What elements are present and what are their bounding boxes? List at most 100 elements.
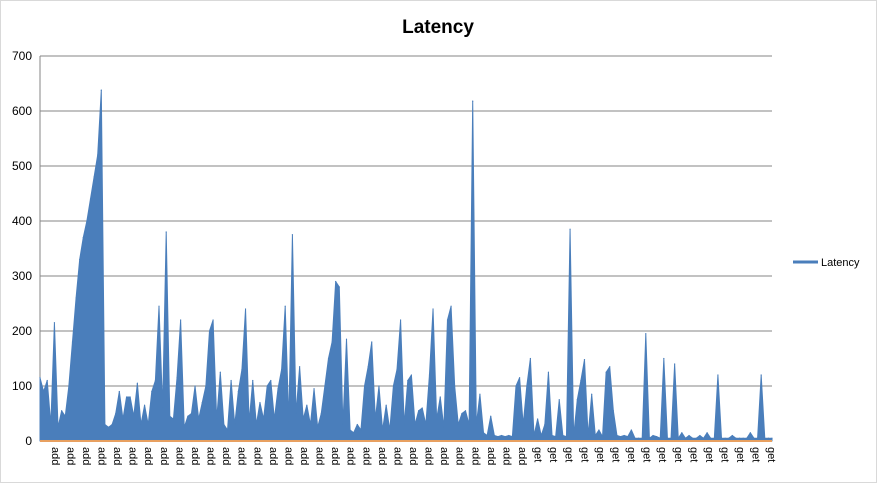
data-point: [133, 415, 135, 417]
data-point: [674, 363, 676, 365]
data-point: [720, 437, 723, 439]
data-point: [190, 412, 193, 415]
data-point: [565, 436, 568, 438]
y-tick-label: 200: [12, 324, 32, 338]
data-point: [591, 393, 593, 395]
x-tick-label: get: [547, 447, 559, 462]
y-axis-ticks: 0 100 200 300 400 500 600 700: [12, 49, 32, 448]
x-tick-label: add: [423, 447, 435, 465]
data-point: [558, 399, 560, 401]
x-tick-label: add: [516, 447, 528, 465]
data-point: [461, 412, 463, 415]
data-point: [630, 429, 632, 431]
data-point: [436, 418, 438, 420]
data-point: [353, 432, 355, 434]
data-point: [180, 319, 182, 321]
data-point: [385, 404, 387, 406]
data-point: [302, 418, 304, 420]
data-point: [378, 385, 380, 387]
x-tick-label: get: [563, 447, 575, 462]
x-tick-label: get: [765, 447, 777, 462]
chart-title: Latency: [402, 17, 474, 38]
x-tick-label: add: [345, 447, 357, 465]
data-point: [472, 100, 474, 102]
data-point: [724, 437, 726, 439]
data-point: [500, 434, 503, 437]
data-point: [663, 357, 665, 360]
x-tick-label: get: [641, 447, 653, 462]
x-tick-label: add: [127, 447, 139, 465]
data-point: [306, 404, 308, 406]
data-point: [547, 371, 550, 373]
data-point: [97, 154, 99, 156]
x-tick-label: get: [656, 447, 668, 462]
data-point: [198, 418, 200, 420]
data-point: [652, 434, 654, 437]
data-point: [738, 437, 741, 439]
data-point: [43, 390, 45, 393]
data-point: [764, 437, 766, 439]
data-point: [262, 418, 265, 420]
x-tick-label: add: [360, 447, 372, 465]
data-point: [537, 418, 539, 420]
data-point: [692, 437, 694, 439]
x-tick-label: get: [750, 447, 762, 462]
x-tick-label: get: [687, 447, 699, 462]
data-point: [277, 388, 279, 390]
y-tick-label: 0: [25, 434, 32, 448]
y-tick-label: 700: [12, 49, 32, 63]
data-point: [619, 436, 622, 438]
data-point: [244, 308, 247, 310]
data-point: [284, 305, 286, 307]
data-point: [147, 423, 149, 426]
data-point: [281, 368, 283, 371]
data-point: [656, 436, 658, 438]
data-point: [648, 437, 651, 439]
data-point: [464, 410, 467, 412]
x-tick-label: add: [96, 447, 108, 465]
data-point: [746, 437, 748, 439]
data-point: [486, 434, 488, 437]
data-point: [710, 437, 712, 439]
data-point: [533, 434, 535, 437]
data-point: [309, 423, 312, 426]
data-point: [248, 421, 250, 423]
data-point: [598, 429, 600, 431]
data-point: [410, 374, 413, 376]
x-tick-label: get: [578, 447, 590, 462]
x-tick-label: get: [672, 447, 684, 462]
data-point: [497, 436, 499, 438]
data-point: [320, 412, 322, 415]
data-point: [753, 437, 755, 439]
data-point: [205, 385, 207, 387]
data-point: [234, 423, 236, 426]
data-point: [580, 379, 582, 382]
data-point: [540, 434, 542, 437]
data-point: [176, 377, 178, 379]
data-point: [587, 434, 589, 437]
data-point: [89, 198, 92, 200]
data-point: [140, 423, 142, 426]
x-tick-label: add: [391, 447, 403, 465]
data-point: [717, 374, 719, 376]
data-point: [61, 410, 63, 412]
data-point: [439, 396, 441, 398]
data-point: [446, 319, 449, 321]
data-point: [515, 385, 517, 387]
x-tick-label: get: [609, 447, 621, 462]
data-point: [68, 385, 70, 387]
x-tick-label: get: [532, 447, 544, 462]
data-point: [562, 434, 564, 437]
data-point: [583, 359, 586, 361]
plot-area: [39, 89, 773, 442]
x-tick-label: get: [625, 447, 637, 462]
data-point: [270, 379, 272, 382]
x-tick-label: add: [469, 447, 481, 465]
legend: Latency: [793, 257, 860, 269]
data-point: [731, 434, 733, 437]
data-point: [237, 390, 239, 393]
data-point: [335, 280, 337, 283]
data-point: [555, 436, 557, 438]
